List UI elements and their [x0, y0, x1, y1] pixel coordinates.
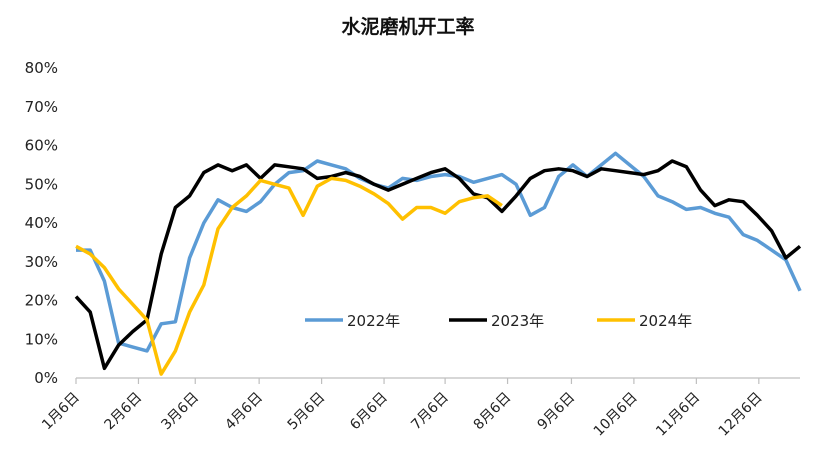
legend: 2022年 2023年 2024年	[305, 312, 692, 330]
y-tick-label: 70%	[25, 98, 58, 116]
y-tick-label: 20%	[25, 292, 58, 310]
x-tick-label: 1月6日	[39, 390, 83, 434]
x-tick-label: 6月6日	[347, 390, 391, 434]
y-tick-label: 0%	[34, 369, 58, 387]
x-tick-label: 7月6日	[408, 390, 452, 434]
series-line-1	[76, 151, 802, 353]
y-tick-label: 50%	[25, 175, 58, 193]
legend-label: 2024年	[639, 312, 692, 330]
y-tick-label: 40%	[25, 214, 58, 232]
x-tick-label: 5月6日	[285, 390, 329, 434]
series-line-2	[74, 159, 802, 371]
y-tick-label: 30%	[25, 253, 58, 271]
x-tick-label: 10月6日	[591, 390, 641, 440]
chart-title: 水泥磨机开工率	[341, 16, 475, 38]
y-tick-label: 10%	[25, 330, 58, 348]
x-tick-label: 11月6日	[653, 390, 703, 440]
y-tick-label: 60%	[25, 137, 58, 155]
x-tick-label: 2月6日	[102, 390, 146, 434]
x-tick-label: 8月6日	[471, 390, 515, 434]
series-layer	[74, 151, 802, 376]
x-tick-label: 4月6日	[222, 390, 266, 434]
x-tick-label: 9月6日	[535, 390, 579, 434]
legend-label: 2022年	[347, 312, 400, 330]
legend-label: 2023年	[491, 312, 544, 330]
y-axis: 0% 10% 20% 30% 40% 50% 60% 70% 80%	[25, 59, 58, 387]
x-axis: 1月6日 2月6日 3月6日 4月6日 5月6日 6月6日 7月6日 8月6日 9月6日 10月6…	[39, 377, 800, 440]
x-tick-label: 3月6日	[158, 390, 202, 434]
x-tick-label: 12月6日	[716, 390, 766, 440]
y-tick-label: 80%	[25, 59, 58, 77]
series-line-3	[75, 176, 503, 376]
